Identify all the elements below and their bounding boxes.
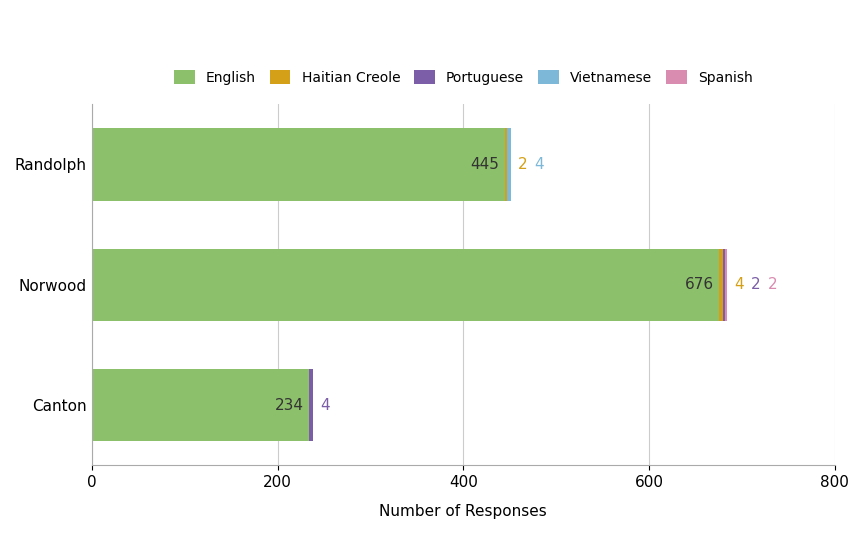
Bar [92, 128, 505, 201]
Bar [92, 249, 720, 321]
Text: 2: 2 [518, 157, 528, 172]
Text: 4: 4 [321, 398, 330, 413]
Bar [92, 369, 309, 441]
Text: 2: 2 [768, 277, 778, 292]
X-axis label: Number of Responses: Number of Responses [379, 504, 547, 519]
Bar [505, 128, 507, 201]
Bar [723, 249, 725, 321]
Legend: English, Haitian Creole, Portuguese, Vietnamese, Spanish: English, Haitian Creole, Portuguese, Vie… [168, 64, 759, 90]
Bar [720, 249, 723, 321]
Bar [309, 369, 313, 441]
Text: 234: 234 [275, 398, 303, 413]
Text: 445: 445 [471, 157, 499, 172]
Bar [507, 128, 511, 201]
Text: 4: 4 [535, 157, 544, 172]
Text: 2: 2 [751, 277, 760, 292]
Text: 4: 4 [734, 277, 744, 292]
Text: 676: 676 [685, 277, 714, 292]
Bar [725, 249, 727, 321]
